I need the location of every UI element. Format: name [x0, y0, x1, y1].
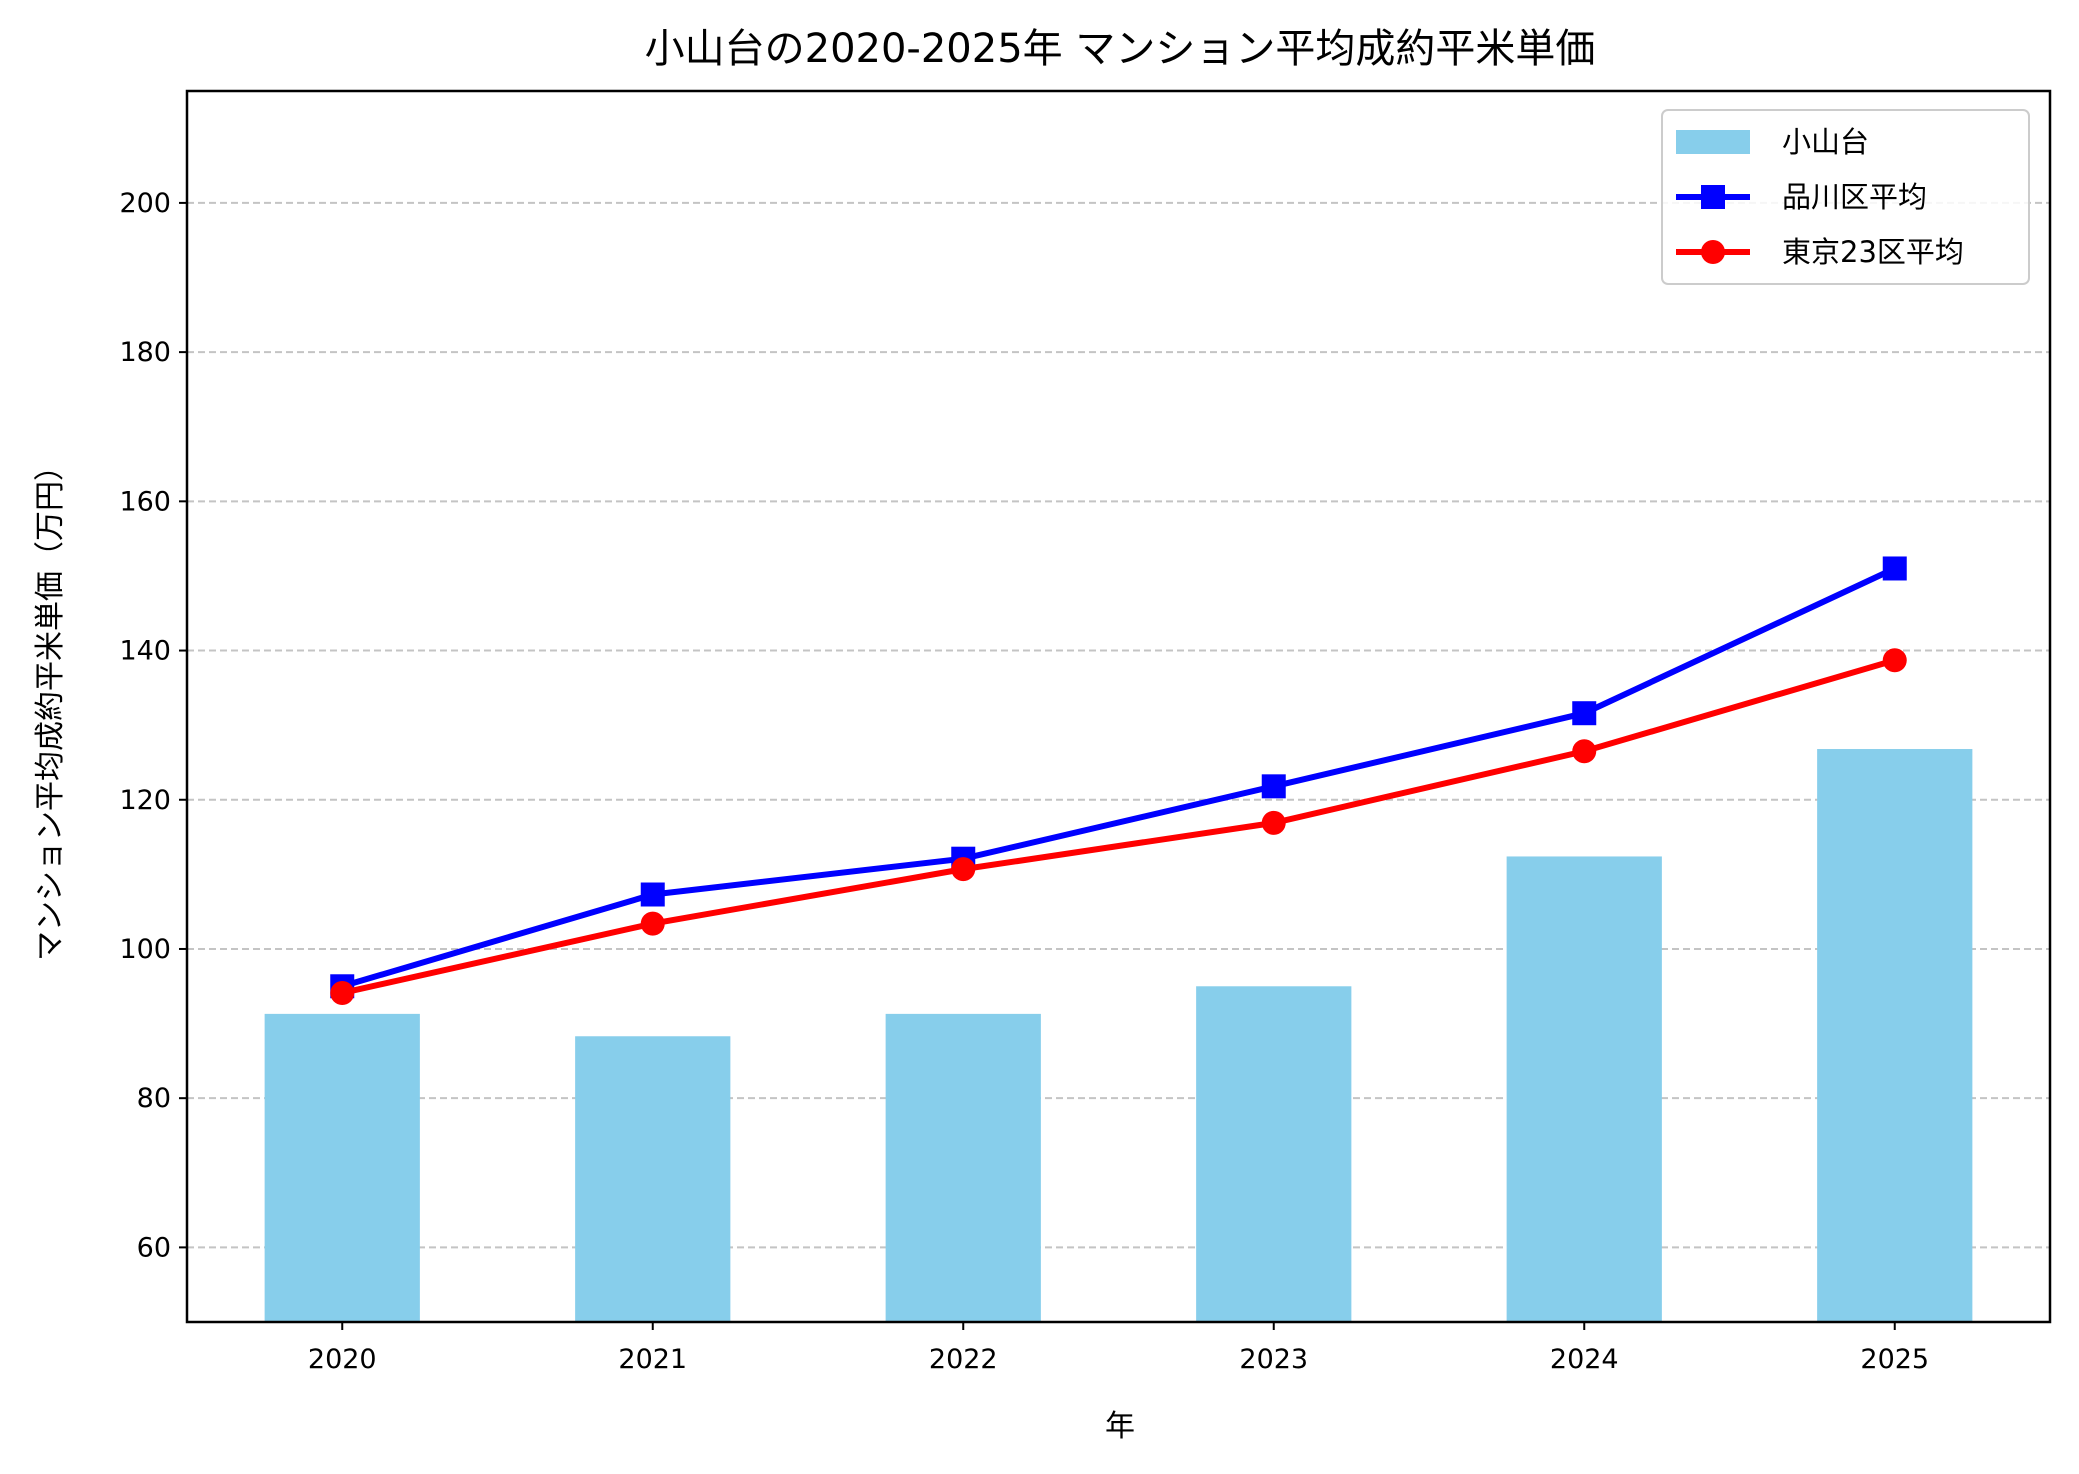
- legend-label: 東京23区平均: [1782, 235, 1964, 269]
- data-point: [1882, 648, 1907, 673]
- data-point: [1882, 556, 1907, 581]
- y-tick-label: 180: [119, 337, 171, 368]
- y-tick-label: 120: [119, 785, 171, 816]
- bar: [885, 1013, 1041, 1322]
- data-point: [951, 857, 976, 882]
- data-point: [1572, 739, 1597, 764]
- y-axis-label: マンション平均成約平米単価（万円）: [33, 451, 68, 961]
- bar: [1196, 986, 1352, 1322]
- data-point: [640, 882, 665, 907]
- x-axis-label: 年: [1105, 1409, 1135, 1444]
- legend-marker: [1701, 185, 1725, 209]
- y-tick-label: 160: [119, 486, 171, 517]
- chart-title: 小山台の2020-2025年 マンション平均成約平米単価: [645, 26, 1596, 72]
- bar: [1506, 856, 1662, 1322]
- legend-label: 小山台: [1782, 125, 1869, 159]
- series-line: [341, 657, 1896, 996]
- bar: [575, 1036, 731, 1322]
- bar: [264, 1013, 420, 1322]
- data-point: [640, 911, 665, 936]
- y-tick-label: 80: [137, 1083, 171, 1114]
- series-line: [341, 565, 1897, 990]
- plot-frame: [185, 89, 2052, 1324]
- x-tick-label: 2024: [1550, 1344, 1619, 1375]
- y-tick-label: 200: [119, 188, 171, 219]
- y-tick-label: 60: [137, 1232, 171, 1263]
- y-tick-label: 140: [119, 636, 171, 667]
- legend-swatch: [1676, 130, 1750, 154]
- y-tick-label: 100: [119, 934, 171, 965]
- x-tick-label: 2022: [929, 1344, 998, 1375]
- legend-label: 品川区平均: [1782, 180, 1927, 214]
- data-point: [1572, 701, 1597, 726]
- x-tick-label: 2023: [1239, 1344, 1308, 1375]
- data-point: [330, 980, 355, 1005]
- x-tick-label: 2021: [618, 1344, 687, 1375]
- legend-marker: [1701, 240, 1725, 264]
- data-point: [1261, 810, 1286, 835]
- x-tick-label: 2020: [308, 1344, 377, 1375]
- data-point: [1261, 774, 1286, 799]
- legend-box: [1661, 109, 2030, 285]
- x-tick-label: 2025: [1860, 1344, 1929, 1375]
- bar: [1817, 749, 1973, 1322]
